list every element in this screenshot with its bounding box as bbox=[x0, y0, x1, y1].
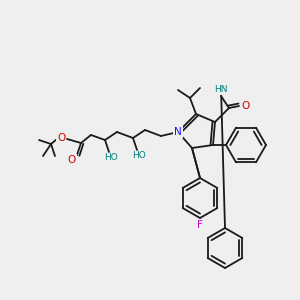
Text: O: O bbox=[242, 101, 250, 111]
Text: O: O bbox=[57, 133, 65, 143]
Text: HO: HO bbox=[132, 152, 146, 160]
Text: HO: HO bbox=[104, 154, 118, 163]
Text: N: N bbox=[174, 127, 182, 137]
Text: O: O bbox=[68, 155, 76, 165]
Text: F: F bbox=[197, 220, 203, 230]
Text: HN: HN bbox=[214, 85, 228, 94]
